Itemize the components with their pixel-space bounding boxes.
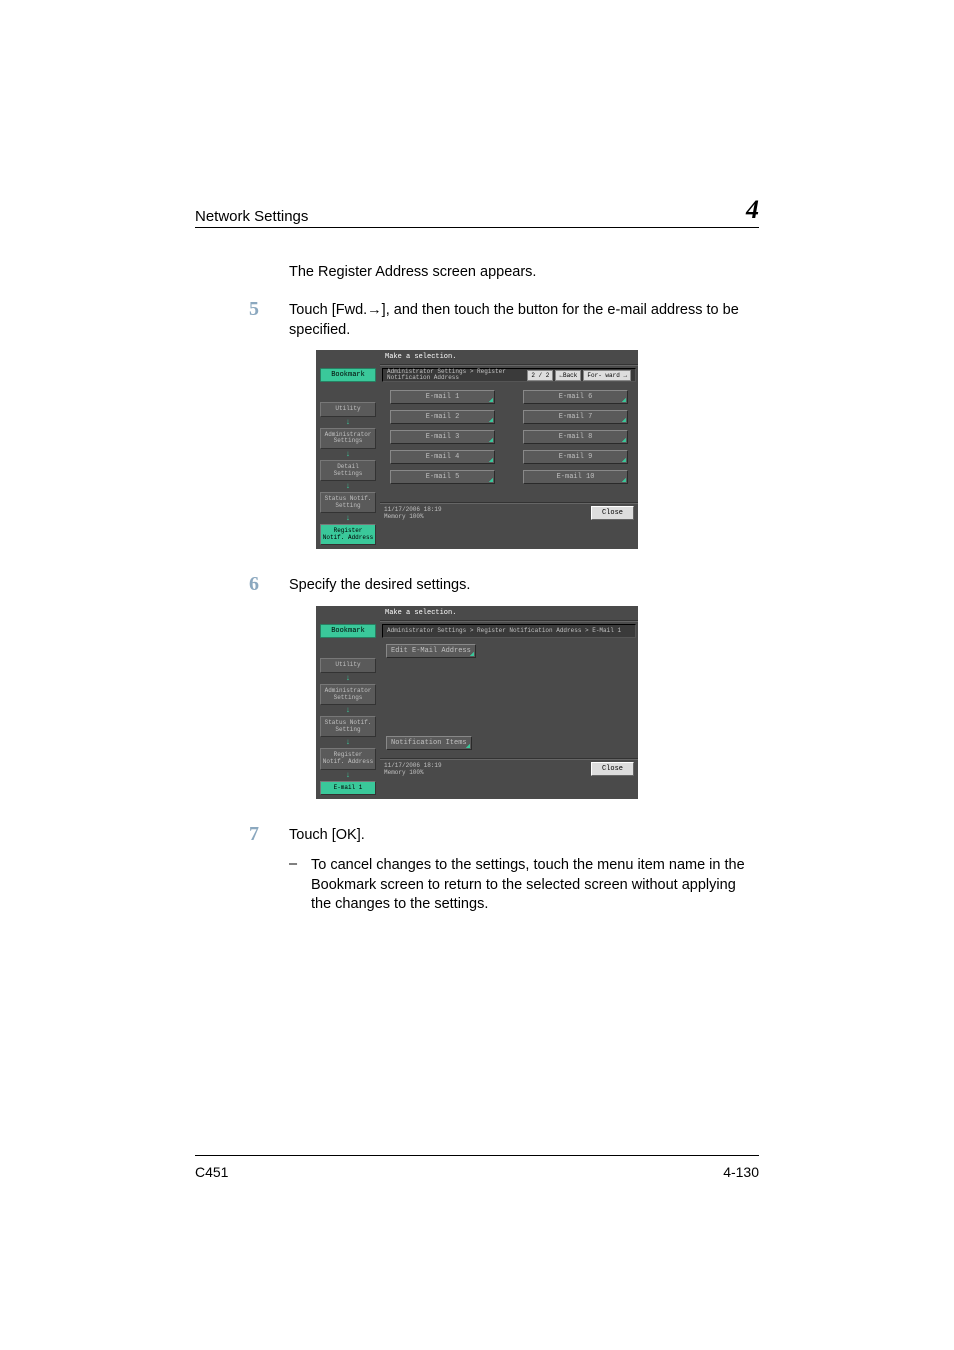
- sidebar-status-notif[interactable]: Status Notif. Setting: [320, 716, 376, 737]
- panel-title: Make a selection.: [380, 606, 638, 620]
- email-button[interactable]: E-mail 2: [390, 410, 495, 424]
- footer-page: 4-130: [723, 1164, 759, 1180]
- step-5: 5 Touch [Fwd.→], and then touch the butt…: [195, 298, 759, 340]
- back-button[interactable]: ←Back: [555, 370, 581, 381]
- sidebar-admin-settings[interactable]: Administrator Settings: [320, 684, 376, 705]
- email-button[interactable]: E-mail 10: [523, 470, 628, 484]
- arrow-icon: ↓: [318, 738, 378, 747]
- sidebar-admin-settings[interactable]: Administrator Settings: [320, 428, 376, 449]
- screenshot-email-settings: Bookmark Utility ↓ Administrator Setting…: [316, 606, 638, 799]
- email-button[interactable]: E-mail 1: [390, 390, 495, 404]
- step-number: 7: [249, 823, 289, 846]
- bookmark-tab[interactable]: Bookmark: [320, 624, 376, 638]
- page-indicator: 2 / 2: [527, 370, 553, 381]
- notification-items-button[interactable]: Notification Items: [386, 736, 472, 750]
- step-6: 6 Specify the desired settings.: [195, 573, 759, 596]
- arrow-icon: ↓: [318, 514, 378, 523]
- memory-status: Memory 100%: [384, 769, 442, 776]
- email-button[interactable]: E-mail 5: [390, 470, 495, 484]
- arrow-icon: ↓: [318, 674, 378, 683]
- sidebar-email-1[interactable]: E-mail 1: [320, 781, 376, 796]
- arrow-icon: ↓: [318, 706, 378, 715]
- arrow-icon: ↓: [318, 482, 378, 491]
- arrow-icon: ↓: [318, 450, 378, 459]
- bullet-text: To cancel changes to the settings, touch…: [311, 856, 759, 915]
- breadcrumb: Administrator Settings > Register Notifi…: [387, 369, 527, 381]
- panel-title: Make a selection.: [380, 350, 638, 364]
- step-number: 6: [249, 573, 289, 596]
- bullet-dash: –: [289, 856, 311, 915]
- bookmark-tab[interactable]: Bookmark: [320, 368, 376, 382]
- footer-model: C451: [195, 1164, 228, 1180]
- arrow-icon: ↓: [318, 771, 378, 780]
- arrow-icon: ↓: [318, 418, 378, 427]
- step-number: 5: [249, 298, 289, 321]
- email-button[interactable]: E-mail 3: [390, 430, 495, 444]
- sidebar-status-notif[interactable]: Status Notif. Setting: [320, 492, 376, 513]
- datetime: 11/17/2006 18:19: [384, 762, 442, 769]
- chapter-number: 4: [746, 195, 759, 225]
- close-button[interactable]: Close: [591, 762, 634, 776]
- sidebar-utility[interactable]: Utility: [320, 402, 376, 417]
- step-text: Touch [Fwd.→], and then touch the button…: [289, 298, 759, 340]
- sub-bullet: – To cancel changes to the settings, tou…: [289, 856, 759, 915]
- header-title: Network Settings: [195, 208, 308, 225]
- sidebar-utility[interactable]: Utility: [320, 658, 376, 673]
- sidebar-detail-settings[interactable]: Detail Settings: [320, 460, 376, 481]
- sidebar-register-notif[interactable]: Register Notif. Address: [320, 524, 376, 545]
- intro-text: The Register Address screen appears.: [289, 264, 759, 280]
- step-7: 7 Touch [OK].: [195, 823, 759, 846]
- page-header: Network Settings 4: [195, 195, 759, 228]
- close-button[interactable]: Close: [591, 506, 634, 520]
- email-button[interactable]: E-mail 8: [523, 430, 628, 444]
- email-button[interactable]: E-mail 4: [390, 450, 495, 464]
- step-text: Specify the desired settings.: [289, 573, 470, 596]
- email-button[interactable]: E-mail 9: [523, 450, 628, 464]
- breadcrumb: Administrator Settings > Register Notifi…: [387, 628, 631, 634]
- sidebar-register-notif[interactable]: Register Notif. Address: [320, 748, 376, 769]
- edit-email-button[interactable]: Edit E-Mail Address: [386, 644, 476, 658]
- datetime: 11/17/2006 18:19: [384, 506, 442, 513]
- screenshot-register-address: Bookmark Utility ↓ Administrator Setting…: [316, 350, 638, 549]
- email-button[interactable]: E-mail 7: [523, 410, 628, 424]
- memory-status: Memory 100%: [384, 513, 442, 520]
- email-button[interactable]: E-mail 6: [523, 390, 628, 404]
- page-footer: C451 4-130: [195, 1155, 759, 1180]
- forward-button[interactable]: For- ward →: [583, 370, 631, 381]
- step-text: Touch [OK].: [289, 823, 365, 846]
